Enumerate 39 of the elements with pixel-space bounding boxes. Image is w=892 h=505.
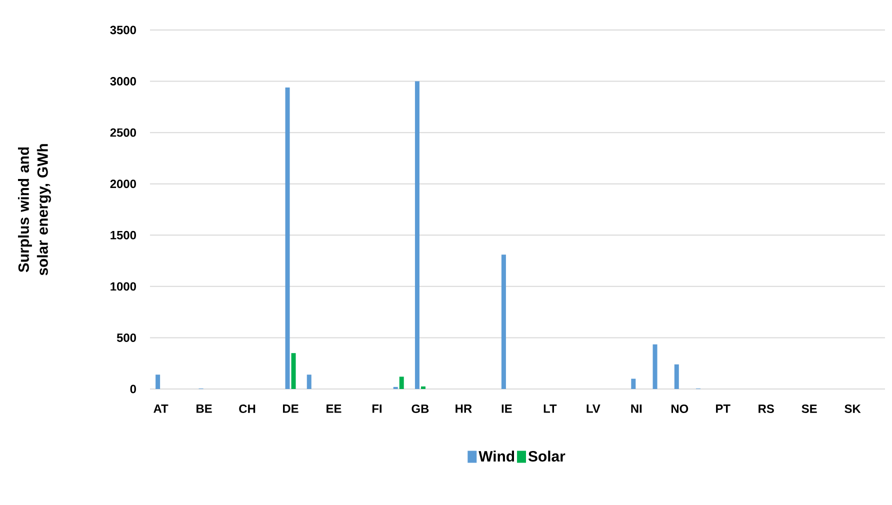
y-tick-label: 3000: [110, 77, 136, 86]
x-tick-label: SK: [844, 404, 861, 413]
y-tick-label: 500: [116, 333, 136, 342]
x-tick-label: PT: [716, 404, 730, 413]
y-tick-label: 0: [130, 384, 136, 394]
x-tick-label: AT: [154, 404, 168, 413]
y-tick-label: 2000: [110, 180, 136, 188]
x-tick-label: NO: [671, 404, 688, 413]
x-tick-label: GB: [412, 404, 429, 413]
bar: [399, 376, 404, 389]
bar: [156, 374, 160, 389]
bar: [285, 87, 290, 389]
x-tick-label: DE: [283, 404, 298, 413]
bar: [674, 364, 679, 389]
x-tick-label: BE: [196, 404, 212, 413]
bar: [414, 81, 420, 389]
bar: [420, 386, 426, 389]
bar: [306, 374, 312, 389]
x-tick-label: SE: [802, 404, 817, 413]
y-tick-label: 3500: [110, 26, 136, 34]
x-tick-label: IE: [502, 404, 512, 413]
bar: [501, 254, 506, 389]
x-tick-label: RS: [758, 404, 774, 413]
y-tick-label: 1000: [110, 282, 136, 291]
bar: [631, 378, 636, 389]
x-tick-label: HR: [456, 404, 472, 413]
y-axis-title: Surplus wind and solar energy, GWh: [18, 144, 51, 276]
y-tick-label: 1500: [110, 230, 136, 240]
legend-label: Wind: [478, 450, 514, 462]
x-tick-label: CH: [239, 404, 256, 413]
bar: [652, 344, 658, 389]
legend-label: Solar: [528, 450, 566, 462]
x-tick-label: NI: [631, 404, 642, 413]
x-tick-label: LV: [586, 404, 600, 413]
y-tick-label: 2500: [110, 128, 136, 137]
x-tick-label: FI: [372, 404, 382, 413]
x-tick-label: EE: [326, 404, 342, 413]
bar: [291, 353, 296, 389]
x-tick-label: LT: [544, 404, 557, 413]
